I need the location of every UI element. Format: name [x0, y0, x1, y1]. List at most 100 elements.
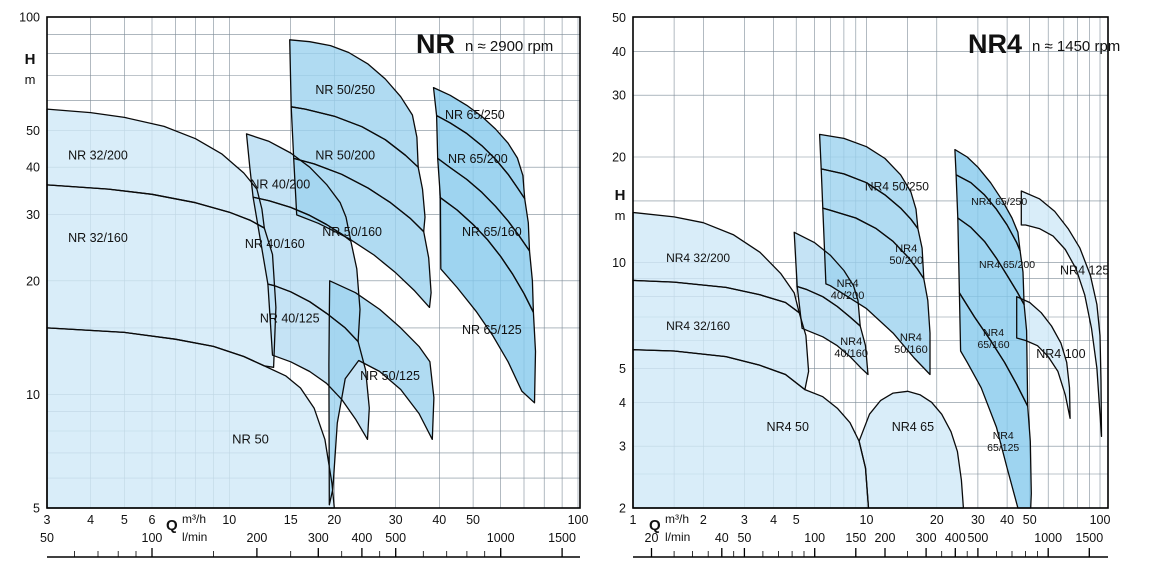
region-label-nr4-65-200: NR4 65/200 [979, 259, 1035, 271]
svg-text:4: 4 [87, 513, 94, 527]
svg-text:50: 50 [26, 124, 40, 138]
svg-text:15: 15 [284, 513, 298, 527]
region-nr-50-200 [291, 106, 425, 232]
svg-text:100: 100 [19, 10, 40, 24]
region-nr4-40-160 [797, 286, 868, 375]
region-nr-50-250 [289, 39, 419, 168]
svg-text:30: 30 [612, 89, 626, 103]
region-label-nr-50-160: NR 50/160 [322, 225, 382, 239]
plot-border [46, 16, 581, 509]
region-label-nr4-65: NR4 65 [892, 420, 934, 434]
svg-text:1000: 1000 [487, 531, 515, 545]
svg-text:500: 500 [385, 531, 406, 545]
svg-text:50: 50 [466, 513, 480, 527]
region-label-nr4-50-200: 50/200 [889, 255, 923, 267]
svg-text:20: 20 [612, 151, 626, 165]
region-label-nr4-65-160: NR4 [983, 327, 1004, 339]
region-label-nr-50-250: NR 50/250 [315, 83, 375, 97]
region-nr4-100 [1016, 296, 1071, 419]
region-nr4-50-250 [819, 134, 918, 229]
region-label-nr4-40-200: NR4 [837, 278, 859, 290]
pump-regions [633, 134, 1102, 508]
svg-text:20: 20 [645, 531, 659, 545]
svg-text:3: 3 [44, 513, 51, 527]
svg-text:l/min: l/min [665, 530, 690, 544]
region-label-nr4-50-160: NR4 [900, 332, 922, 344]
x-axis-lmin-tick-labels: 50 100 200 300 400 500 1000 1500 [40, 531, 576, 545]
svg-text:1500: 1500 [1075, 531, 1103, 545]
region-label-nr4-65-125: 65/125 [987, 442, 1019, 454]
region-nr4-50-160 [822, 208, 930, 375]
region-outline-nr4-50-160 [822, 207, 931, 376]
svg-text:m³/h: m³/h [182, 512, 206, 526]
region-label-nr-65-200: NR 65/200 [448, 152, 508, 166]
region-nr4-65 [859, 391, 964, 508]
svg-text:400: 400 [945, 531, 966, 545]
svg-text:100: 100 [1090, 513, 1111, 527]
svg-text:40: 40 [432, 513, 446, 527]
svg-text:1500: 1500 [548, 531, 576, 545]
region-outline-nr4-65 [858, 390, 965, 509]
svg-text:500: 500 [967, 531, 988, 545]
svg-text:150: 150 [845, 531, 866, 545]
region-label-nr4-125: NR4 125 [1060, 263, 1109, 277]
svg-text:100: 100 [568, 513, 589, 527]
region-nr4-65-125 [959, 292, 1032, 508]
chart-subtitle: n ≈ 2900 rpm [465, 38, 553, 55]
region-label-nr-50-200: NR 50/200 [315, 148, 375, 162]
svg-text:200: 200 [875, 531, 896, 545]
region-outline-nr-40-125 [267, 283, 370, 441]
chart-title: NR4 [968, 29, 1022, 59]
svg-text:40: 40 [26, 161, 40, 175]
svg-text:2: 2 [619, 502, 626, 516]
region-nr-32-200 [47, 109, 265, 228]
region-label-nr-65-160: NR 65/160 [462, 225, 522, 239]
svg-text:m³/h: m³/h [665, 512, 689, 526]
svg-text:6: 6 [148, 513, 155, 527]
svg-text:1: 1 [630, 513, 637, 527]
region-nr-40-125 [267, 284, 370, 440]
svg-text:10: 10 [26, 388, 40, 402]
x-axis-lmin-tick-labels: 20 40 50 100 150 200 300 400 500 1000 1500 [645, 531, 1104, 545]
chart-subtitle: n ≈ 1450 rpm [1032, 38, 1120, 55]
svg-text:40: 40 [715, 531, 729, 545]
svg-text:3: 3 [619, 440, 626, 454]
svg-text:m: m [25, 72, 36, 87]
region-nr4-32-200 [633, 212, 800, 313]
pump-region-outlines [46, 39, 537, 509]
region-nr-65-160 [437, 158, 534, 313]
svg-text:10: 10 [612, 256, 626, 270]
chart-nr: 5 10 20 30 40 50 100 Hm 3 4 5 6 10 15 20 30 40 50 100 50 100… [19, 10, 589, 558]
region-outline-nr-50-125 [328, 280, 435, 506]
svg-text:3: 3 [741, 513, 748, 527]
svg-text:1000: 1000 [1034, 531, 1062, 545]
region-nr4-65-250 [954, 149, 1021, 251]
region-label-nr-32-200: NR 32/200 [68, 148, 128, 162]
chart-title-block: NR4 n ≈ 1450 rpm [968, 29, 1120, 59]
region-label-nr-65-125: NR 65/125 [462, 323, 522, 337]
region-outline-nr4-125 [1020, 190, 1103, 438]
svg-text:40: 40 [612, 45, 626, 59]
svg-text:50: 50 [612, 11, 626, 25]
region-nr-50 [47, 327, 335, 508]
region-label-nr4-40-160: NR4 [840, 336, 862, 348]
x-axis-m3h-tick-labels: 3 4 5 6 10 15 20 30 40 50 100 [44, 513, 589, 527]
svg-text:30: 30 [389, 513, 403, 527]
svg-text:H: H [615, 187, 626, 204]
region-nr-65-200 [436, 115, 530, 251]
svg-text:5: 5 [121, 513, 128, 527]
y-axis-tick-labels: 2 3 4 5 10 20 30 40 50 [612, 11, 626, 516]
svg-text:50: 50 [40, 531, 54, 545]
region-label-nr4-40-200: 40/200 [831, 290, 865, 302]
region-label-nr4-65-125: NR4 [993, 430, 1014, 442]
svg-text:H: H [25, 51, 36, 68]
pump-region-outlines [632, 133, 1103, 509]
svg-text:5: 5 [33, 502, 40, 516]
svg-text:5: 5 [619, 362, 626, 376]
svg-text:100: 100 [142, 531, 163, 545]
svg-text:300: 300 [308, 531, 329, 545]
region-nr4-65-160 [957, 218, 1028, 407]
svg-text:100: 100 [804, 531, 825, 545]
